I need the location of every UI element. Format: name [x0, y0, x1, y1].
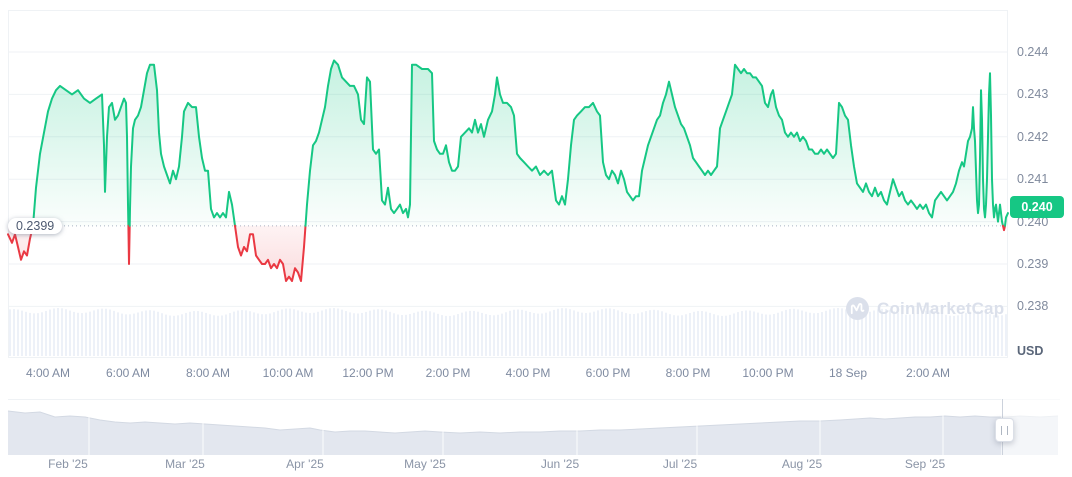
navigator-month-labels: Feb '25 Mar '25 Apr '25 May '25 Jun '25 Jul '…: [0, 457, 1072, 473]
y-axis-tick-label: 0.242: [1017, 129, 1049, 144]
x-axis-tick-label: 6:00 AM: [105, 366, 151, 380]
last-price-badge: 0.240: [1010, 196, 1064, 218]
x-axis-tick-label: 4:00 AM: [25, 366, 71, 380]
y-axis-tick-label: 0.243: [1017, 87, 1049, 102]
navigator-month-label: Sep '25: [904, 457, 946, 471]
handle-grip-icon: [1001, 425, 1008, 435]
x-axis-tick-label: 2:00 PM: [425, 366, 471, 380]
navigator-month-label: Jul '25: [662, 457, 698, 471]
baseline-price-label: 0.2399: [8, 218, 63, 234]
x-axis: 4:00 AM 6:00 AM 8:00 AM 10:00 AM 12:00 PM 2:0…: [0, 366, 1072, 384]
x-axis-tick-label: 8:00 AM: [185, 366, 231, 380]
volume-bars: [9, 308, 1007, 356]
x-axis-tick-label: 12:00 PM: [342, 366, 394, 380]
x-axis-tick-label: 18 Sep: [828, 366, 868, 380]
x-axis-tick-label: 4:00 PM: [505, 366, 551, 380]
navigator-month-label: Mar '25: [165, 457, 205, 471]
y-axis-tick-label: 0.240: [1017, 214, 1049, 229]
navigator-month-label: Jun '25: [540, 457, 580, 471]
x-axis-tick-label: 8:00 PM: [665, 366, 711, 380]
coinmarketcap-logo-icon: [846, 297, 869, 320]
navigator-month-label: Apr '25: [286, 457, 324, 471]
y-axis-tick-label: 0.244: [1017, 45, 1049, 59]
x-axis-tick-label: 10:00 PM: [742, 366, 794, 380]
currency-label: USD: [1017, 344, 1044, 358]
navigator-month-label: Feb '25: [48, 457, 88, 471]
x-axis-tick-label: 10:00 AM: [262, 366, 314, 380]
x-axis-tick-label: 6:00 PM: [585, 366, 631, 380]
y-axis-tick-label: 0.239: [1017, 257, 1049, 271]
navigator-month-label: May '25: [404, 457, 446, 471]
navigator-handle-icon[interactable]: [995, 418, 1014, 442]
watermark-text: CoinMarketCap: [877, 298, 1005, 318]
x-axis-tick-label: 2:00 AM: [905, 366, 951, 380]
watermark: CoinMarketCap: [845, 296, 1004, 321]
y-axis-tick-label: 0.241: [1017, 172, 1049, 187]
navigator-month-label: Aug '25: [781, 457, 823, 471]
y-axis-tick-label: 0.238: [1017, 299, 1049, 314]
